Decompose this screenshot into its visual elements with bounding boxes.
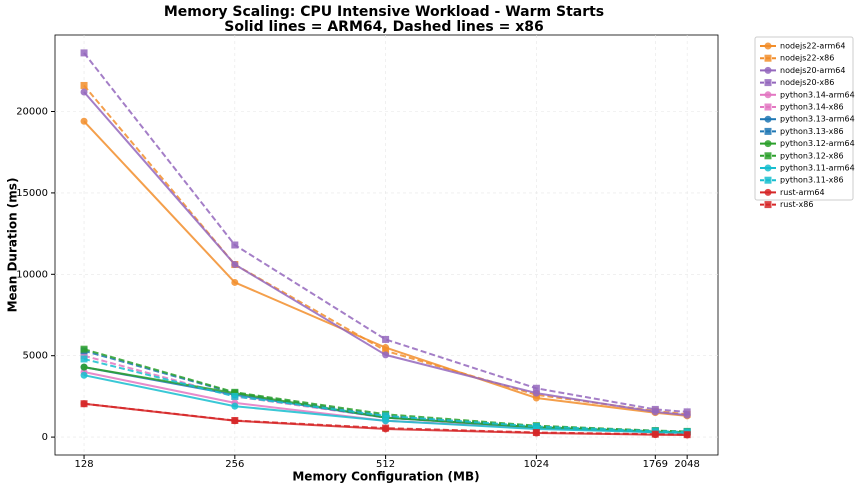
legend-marker	[764, 115, 772, 123]
legend-marker	[764, 54, 772, 62]
data-point	[80, 117, 88, 125]
legend-marker	[764, 42, 772, 50]
legend-label: python3.12-arm64	[780, 139, 855, 148]
series-line	[83, 358, 688, 433]
y-tick-label: 0	[42, 432, 48, 443]
legend-label: nodejs20-x86	[780, 78, 834, 87]
data-point	[231, 261, 239, 269]
x-tick-label: 2048	[674, 459, 699, 470]
x-tick-label: 256	[225, 459, 244, 470]
data-point	[231, 388, 239, 396]
data-point	[382, 351, 390, 359]
series-line	[83, 402, 688, 436]
legend-marker	[764, 140, 772, 148]
legend-label: python3.11-x86	[780, 176, 844, 185]
data-point	[231, 416, 239, 424]
chart-subtitle: Solid lines = ARM64, Dashed lines = x86	[224, 19, 543, 35]
data-point	[231, 278, 239, 286]
legend-label: python3.12-x86	[780, 151, 844, 160]
data-point	[651, 430, 659, 438]
data-point	[80, 400, 88, 408]
data-point	[80, 363, 88, 371]
legend-label: python3.11-arm64	[780, 164, 855, 173]
legend-marker	[764, 201, 772, 209]
x-tick-label: 128	[74, 459, 93, 470]
series-line	[83, 52, 688, 413]
legend-label: nodejs20-arm64	[780, 66, 845, 75]
data-point	[231, 402, 239, 410]
y-tick-label: 15000	[16, 188, 48, 199]
chart-title: Memory Scaling: CPU Intensive Workload -…	[164, 4, 604, 20]
legend-marker	[764, 103, 772, 111]
data-point	[80, 49, 88, 57]
legend-label: python3.14-arm64	[780, 90, 855, 99]
legend-label: python3.13-x86	[780, 127, 844, 136]
data-point	[651, 405, 659, 413]
data-point	[382, 424, 390, 432]
series-line	[83, 84, 688, 416]
x-axis-label: Memory Configuration (MB)	[292, 470, 479, 484]
legend-label: python3.13-arm64	[780, 115, 855, 124]
legend-label: rust-x86	[780, 200, 813, 209]
legend-label: python3.14-x86	[780, 103, 844, 112]
legend-marker	[764, 176, 772, 184]
data-point	[683, 431, 691, 439]
legend-marker	[764, 66, 772, 74]
data-point	[80, 355, 88, 363]
legend-label: nodejs22-arm64	[780, 42, 845, 51]
data-point	[231, 392, 239, 400]
y-axis-label: Mean Duration (ms)	[6, 178, 20, 313]
data-point	[80, 88, 88, 96]
x-tick-label: 512	[376, 459, 395, 470]
y-tick-label: 5000	[23, 351, 48, 362]
legend-label: rust-arm64	[780, 188, 825, 197]
data-point	[532, 429, 540, 437]
legend-marker	[764, 152, 772, 160]
series-line	[83, 91, 688, 417]
data-point	[231, 241, 239, 249]
y-tick-label: 10000	[16, 269, 48, 280]
series-line	[83, 348, 688, 433]
plot-frame	[54, 34, 719, 456]
data-point	[80, 371, 88, 379]
data-point	[80, 81, 88, 89]
x-tick-label: 1024	[524, 459, 549, 470]
data-point	[532, 423, 540, 431]
data-point	[532, 384, 540, 392]
series-line	[83, 374, 688, 434]
data-point	[382, 335, 390, 343]
x-tick-label: 1769	[643, 459, 668, 470]
data-point	[382, 412, 390, 420]
data-point	[683, 408, 691, 416]
legend-label: nodejs22-x86	[780, 54, 834, 63]
legend-box	[754, 36, 854, 201]
legend-marker	[764, 188, 772, 196]
legend-marker	[764, 79, 772, 87]
legend-marker	[764, 164, 772, 172]
y-tick-label: 20000	[16, 107, 48, 118]
data-point	[80, 345, 88, 353]
legend-marker	[764, 91, 772, 99]
data-point	[382, 347, 390, 355]
legend-marker	[764, 127, 772, 135]
